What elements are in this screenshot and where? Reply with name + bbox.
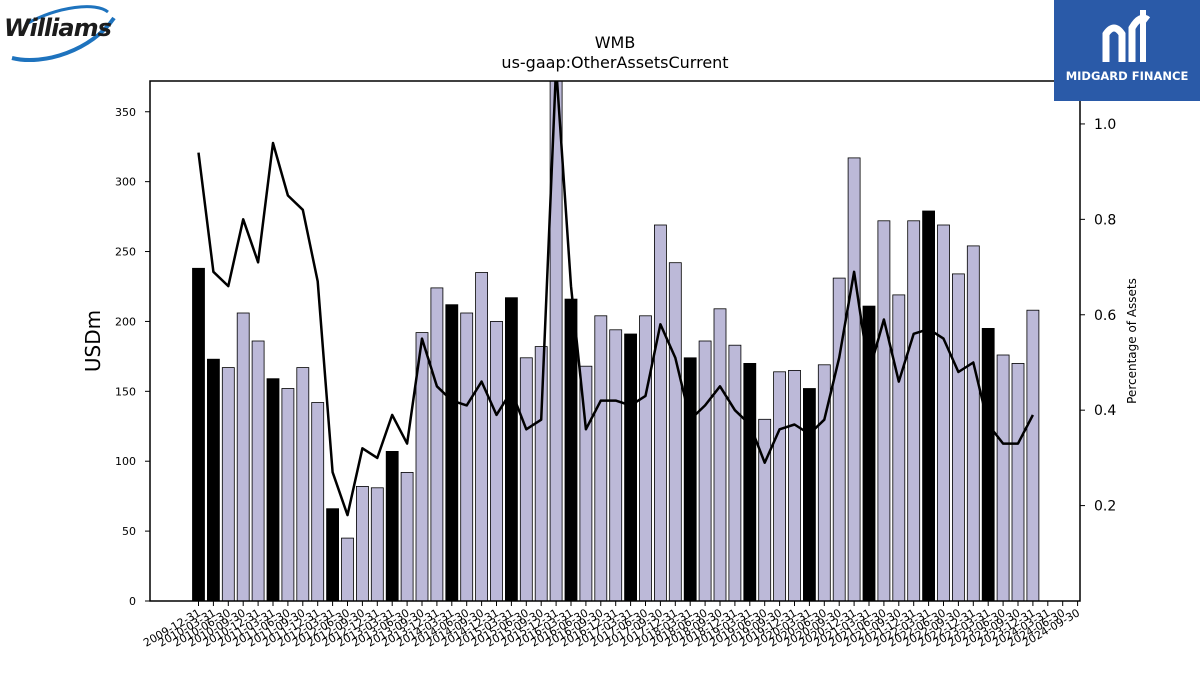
bar [445,304,459,602]
bar [564,298,578,602]
y2-tick-label: 1.0 [1094,117,1116,133]
bar [326,508,340,602]
chart-subtitle: us-gaap:OtherAssetsCurrent [501,53,728,72]
williams-swoosh-icon [11,5,116,63]
y-tick-label: 100 [115,455,136,468]
y-tick-label: 50 [122,525,136,538]
bar [639,315,652,602]
y-tick-label: 200 [115,315,136,328]
bar [355,485,369,602]
y-tick-label: 250 [115,246,136,259]
midgard-logo: MIDGARD FINANCE [1054,0,1200,101]
bar [758,418,772,602]
bar [966,245,980,602]
y-tick-label: 0 [129,595,136,608]
bar [624,333,637,602]
bar [892,294,906,602]
midgard-wordmark: MIDGARD FINANCE [1065,69,1189,83]
bar [385,450,399,602]
bar [192,267,205,602]
bar [221,367,235,602]
bar [579,365,593,602]
bar [534,346,548,602]
bar [668,262,682,602]
bar [654,224,667,602]
bar [281,388,295,602]
bar [296,367,310,602]
y2-tick-label: 0.2 [1094,499,1116,515]
bar [311,402,325,602]
y2-tick-label: 0.4 [1094,403,1116,419]
y2-axis-label: Percentage of Assets [1125,278,1139,404]
williams-logo: Williams [4,4,118,66]
bar [877,220,891,602]
y-axis-label: USDm [81,310,105,372]
bar [266,378,280,602]
bar [922,210,935,602]
bar [788,369,801,602]
bar [475,272,489,602]
bar [251,340,265,602]
bar [519,357,533,602]
bar [683,357,697,602]
bar [698,340,712,602]
bar [460,312,474,602]
bar [1011,362,1025,602]
bar [996,354,1010,602]
bar [430,287,444,602]
right-axis: 0.2 0.4 0.6 0.8 1.0 [1080,117,1116,515]
left-axis: 0 50 100 150 200 250 300 350 [115,106,150,608]
percentage-line [197,81,1035,517]
bar [206,358,220,602]
line-series [197,81,1035,517]
bar [728,344,742,602]
bar [370,487,384,602]
bar [773,371,786,602]
bar [236,312,250,602]
y2-tick-label: 0.8 [1094,212,1116,228]
bar [981,327,995,602]
bar [594,315,608,602]
bar [743,362,757,602]
y-tick-label: 350 [115,106,136,119]
bar [803,388,816,602]
williams-wordmark: Williams [4,14,112,42]
plot-frame [149,80,1081,602]
bar [504,297,518,602]
bar [952,273,965,602]
bar [400,471,414,602]
x-axis: 2009-12-312010-03-312010-06-302010-09-30… [141,601,1082,650]
y-tick-label: 300 [115,176,136,189]
bar [907,220,921,602]
bar [609,329,623,602]
bar [713,308,727,602]
bar [847,157,861,602]
midgard-mark-icon [1102,10,1151,62]
y-tick-label: 150 [115,385,136,398]
bar [937,224,950,602]
bar [341,537,354,602]
chart-title: WMB [595,33,636,52]
bar [1026,309,1040,602]
y2-tick-label: 0.6 [1094,308,1116,324]
bar [490,320,503,602]
